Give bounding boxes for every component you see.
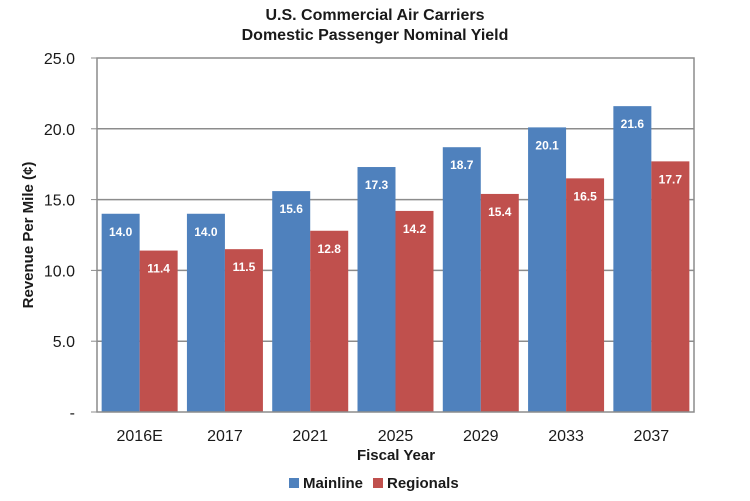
- x-tick-label: 2033: [548, 428, 584, 445]
- data-label-regionals-2017: 11.5: [233, 260, 256, 274]
- y-tick-label: -: [70, 405, 75, 422]
- data-label-mainline-2033: 20.1: [535, 138, 559, 152]
- data-label-regionals-2025: 14.2: [403, 222, 427, 236]
- legend-swatch-mainline: [289, 478, 299, 488]
- y-axis-ticks: - 5.0 10.0 15.0 20.0 25.0: [44, 51, 97, 422]
- bar-regionals-2016E: [139, 250, 178, 412]
- data-label-mainline-2017: 14.0: [194, 225, 218, 239]
- legend-item-mainline: Mainline: [289, 475, 363, 492]
- bar-regionals-2021: [310, 230, 349, 412]
- y-axis-title: Revenue Per Mile (¢): [20, 162, 37, 309]
- y-tick-label: 20.0: [44, 122, 75, 139]
- legend-item-regionals: Regionals: [373, 475, 459, 492]
- plot-area-frame: [96, 57, 695, 413]
- x-tick-label: 2016E: [117, 428, 163, 445]
- bar-mainline-2025: [357, 167, 396, 412]
- data-label-mainline-2021: 15.6: [280, 202, 304, 216]
- bars: [101, 106, 690, 413]
- bar-mainline-2017: [186, 213, 225, 412]
- data-label-mainline-2016E: 14.0: [109, 225, 133, 239]
- data-label-regionals-2016E: 11.4: [147, 262, 170, 276]
- chart-title-line-2: Domestic Passenger Nominal Yield: [242, 27, 509, 44]
- x-tick-label: 2037: [634, 428, 670, 445]
- x-axis-title: Fiscal Year: [357, 447, 435, 464]
- bar-mainline-2016E: [101, 213, 140, 412]
- chart-title: U.S. Commercial Air Carriers Domestic Pa…: [242, 7, 509, 44]
- bar-regionals-2037: [651, 161, 690, 412]
- bar-mainline-2029: [442, 147, 481, 412]
- x-tick-label: 2017: [207, 428, 243, 445]
- bar-regionals-2033: [566, 178, 605, 412]
- bar-mainline-2033: [528, 127, 567, 412]
- data-labels: 14.0 11.4 14.0 11.5 15.6 12.8 17.3 14.2 18.7 15.4…: [109, 117, 682, 275]
- y-tick-label: 25.0: [44, 51, 75, 68]
- bar-regionals-2029: [480, 193, 519, 412]
- chart-title-line-1: U.S. Commercial Air Carriers: [265, 7, 484, 24]
- bar-mainline-2037: [613, 106, 652, 413]
- data-label-regionals-2037: 17.7: [659, 172, 683, 186]
- x-tick-label: 2025: [378, 428, 414, 445]
- data-label-regionals-2021: 12.8: [318, 242, 342, 256]
- y-tick-label: 15.0: [44, 193, 75, 210]
- data-label-mainline-2029: 18.7: [450, 158, 474, 172]
- x-tick-label: 2029: [463, 428, 499, 445]
- legend-label-mainline: Mainline: [303, 475, 363, 492]
- y-tick-label: 5.0: [53, 334, 75, 351]
- data-label-mainline-2025: 17.3: [365, 178, 389, 192]
- bar-regionals-2025: [395, 210, 434, 412]
- bar-regionals-2017: [224, 249, 263, 412]
- x-axis-ticks: 2016E 2017 2021 2025 2029 2033 2037: [117, 428, 670, 445]
- y-tick-label: 10.0: [44, 263, 75, 280]
- data-label-regionals-2029: 15.4: [488, 205, 512, 219]
- data-label-regionals-2033: 16.5: [573, 189, 597, 203]
- legend: Mainline Regionals: [289, 475, 459, 492]
- x-tick-label: 2021: [292, 428, 328, 445]
- bar-mainline-2021: [272, 191, 311, 412]
- legend-label-regionals: Regionals: [387, 475, 459, 492]
- data-label-mainline-2037: 21.6: [621, 117, 645, 131]
- legend-swatch-regionals: [373, 478, 383, 488]
